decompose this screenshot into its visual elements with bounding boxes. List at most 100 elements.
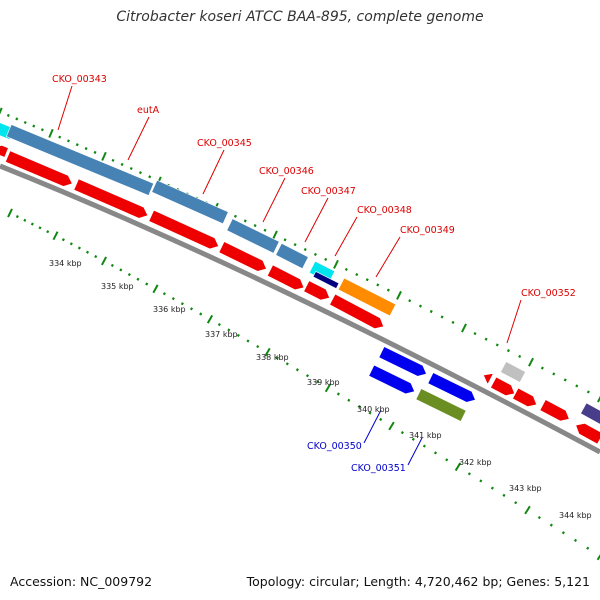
minor-tick xyxy=(347,398,351,402)
leader-line xyxy=(304,197,329,243)
label-leader-lines xyxy=(57,85,522,466)
feature-blue-2 xyxy=(427,372,476,403)
minor-tick xyxy=(324,257,328,261)
feature-CKO_00349 xyxy=(337,277,397,317)
minor-tick xyxy=(180,302,184,306)
leader-line xyxy=(334,216,358,257)
minor-tick xyxy=(136,277,140,281)
major-tick xyxy=(396,290,402,300)
major-tick xyxy=(597,395,600,403)
minor-tick xyxy=(227,328,231,332)
minor-tick xyxy=(418,304,422,308)
minor-tick xyxy=(66,139,70,143)
minor-tick xyxy=(23,120,27,125)
minor-tick xyxy=(233,214,237,218)
feature-cds-7 xyxy=(329,293,385,329)
genome-backbone xyxy=(0,163,600,455)
minor-tick xyxy=(445,458,449,462)
backbone-line xyxy=(0,163,600,455)
scale-label: 340 kbp xyxy=(357,405,390,414)
minor-tick xyxy=(23,218,27,222)
feature-cds-9 xyxy=(490,376,516,396)
minor-tick xyxy=(127,272,131,277)
gene-labels: CKO_00343 eutA CKO_00345 CKO_00346 CKO_00347… xyxy=(52,74,576,474)
major-tick xyxy=(101,256,107,266)
feature-blue-1 xyxy=(378,346,427,377)
major-tick xyxy=(7,208,13,218)
minor-tick xyxy=(283,238,287,242)
major-tick xyxy=(264,347,271,357)
major-tick xyxy=(152,284,159,294)
gene-label: CKO_00350 xyxy=(307,441,362,452)
scale-label: 344 kbp xyxy=(559,511,592,520)
minor-tick xyxy=(6,113,10,117)
minor-tick xyxy=(552,372,556,376)
scale-label: 341 kbp xyxy=(409,431,442,440)
gene-label: CKO_00349 xyxy=(400,225,455,236)
minor-tick xyxy=(313,252,317,256)
minor-tick xyxy=(138,171,142,175)
major-tick xyxy=(333,259,339,269)
major-tick xyxy=(596,554,600,561)
map-title: Citrobacter koseri ATCC BAA-895, complet… xyxy=(116,9,484,25)
minor-tick xyxy=(94,254,98,259)
minor-tick xyxy=(357,405,361,409)
minor-tick xyxy=(549,523,553,527)
feature-cds-11 xyxy=(539,399,570,422)
leader-line xyxy=(363,409,382,444)
topology-text: Topology: circular; Length: 4,720,462 bp… xyxy=(246,574,590,589)
minor-tick xyxy=(344,267,348,272)
minor-tick xyxy=(84,147,88,151)
inner-tick-ring xyxy=(7,208,600,561)
feature-CKO_00345 xyxy=(151,179,229,225)
minor-tick xyxy=(285,362,289,366)
minor-tick xyxy=(540,366,544,370)
minor-tick xyxy=(46,230,50,234)
major-tick xyxy=(324,383,332,393)
minor-tick xyxy=(561,531,565,535)
minor-tick xyxy=(386,288,390,292)
feature-eutA xyxy=(5,124,155,196)
minor-tick xyxy=(162,292,166,296)
major-tick xyxy=(272,230,278,240)
scale-label: 342 kbp xyxy=(459,458,492,467)
feature-cds-5 xyxy=(266,264,305,291)
feature-cds-2 xyxy=(73,178,149,219)
feature-track xyxy=(0,119,600,445)
minor-tick xyxy=(189,307,194,311)
minor-tick xyxy=(479,479,483,483)
scale-label: 339 kbp xyxy=(307,378,340,387)
minor-tick xyxy=(275,356,279,360)
minor-tick xyxy=(93,150,97,154)
minor-tick xyxy=(336,392,340,396)
minor-tick xyxy=(433,451,438,455)
feature-CKO_00347 xyxy=(312,271,340,289)
minor-tick xyxy=(15,117,19,121)
minor-tick xyxy=(518,354,522,358)
minor-tick xyxy=(451,320,455,325)
gene-label: CKO_00345 xyxy=(197,138,252,149)
minor-tick xyxy=(32,124,36,128)
minor-tick xyxy=(77,246,81,250)
leader-line xyxy=(506,299,522,344)
major-tick xyxy=(101,151,107,161)
minor-tick xyxy=(408,299,412,303)
minor-tick xyxy=(495,343,499,347)
minor-tick xyxy=(199,312,203,316)
feature-CKO_00350 xyxy=(368,364,415,395)
minor-tick xyxy=(40,128,44,132)
leader-line xyxy=(202,149,225,195)
minor-tick xyxy=(30,222,34,226)
major-tick xyxy=(206,314,214,324)
minor-tick xyxy=(506,349,510,353)
minor-tick xyxy=(253,224,257,228)
minor-tick xyxy=(365,278,369,282)
minor-tick xyxy=(429,309,433,314)
minor-tick xyxy=(514,501,518,505)
minor-tick xyxy=(145,282,149,286)
feature-CKO_00346b xyxy=(275,242,309,270)
feature-cds-10 xyxy=(512,387,538,407)
feature-cds-left xyxy=(0,145,9,158)
accession-text: Accession: NC_009792 xyxy=(10,574,153,589)
